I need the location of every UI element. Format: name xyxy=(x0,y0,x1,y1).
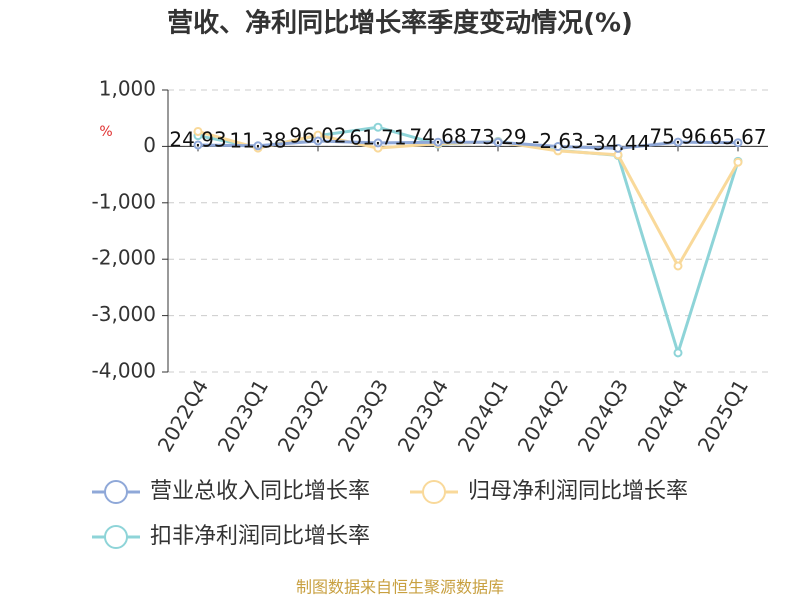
legend-label: 营业总收入同比增长率 xyxy=(150,479,370,504)
y-tick-label: -3,000 xyxy=(92,302,156,326)
data-label: 11.38 xyxy=(229,128,286,152)
y-unit: % xyxy=(99,124,112,140)
series-line xyxy=(197,125,740,358)
data-point xyxy=(253,141,263,151)
source-note: 制图数据来自恒生聚源数据库 xyxy=(296,578,504,597)
data-point xyxy=(733,157,743,167)
data-point xyxy=(673,137,683,147)
series-line xyxy=(197,139,739,150)
data-label: 61.71 xyxy=(349,125,406,149)
data-label: 65.67 xyxy=(709,125,766,149)
data-label: 75.96 xyxy=(649,125,706,149)
x-tick-label: 2022Q4 xyxy=(153,375,213,456)
data-point xyxy=(193,140,203,150)
data-point xyxy=(493,137,503,147)
legend-marker xyxy=(422,480,446,504)
data-label: 73.29 xyxy=(469,125,526,149)
data-label: -2.63 xyxy=(532,129,584,153)
x-tick-label: 2024Q3 xyxy=(573,375,633,456)
x-tick-label: 2023Q3 xyxy=(333,375,393,456)
x-tick-label: 2023Q4 xyxy=(393,375,453,456)
y-tick-label: -4,000 xyxy=(92,359,156,383)
data-point xyxy=(673,348,683,358)
data-point xyxy=(613,143,623,153)
data-point xyxy=(433,137,443,147)
legend-label: 扣非净利润同比增长率 xyxy=(150,524,370,549)
x-tick-label: 2024Q4 xyxy=(633,375,693,456)
x-tick-label: 2024Q1 xyxy=(453,375,513,456)
y-tick-label: 0 xyxy=(143,133,156,157)
data-label: 96.02 xyxy=(289,123,346,147)
x-tick-label: 2024Q2 xyxy=(513,375,573,456)
data-point xyxy=(553,142,563,152)
y-tick-label: 1,000 xyxy=(99,77,156,101)
legend-marker xyxy=(104,480,128,504)
data-label: 74.68 xyxy=(409,125,466,149)
data-point xyxy=(673,261,683,271)
data-point xyxy=(373,138,383,148)
data-point xyxy=(313,136,323,146)
legend-label: 归母净利润同比增长率 xyxy=(468,479,688,504)
data-label: -34.44 xyxy=(586,131,650,155)
data-point xyxy=(193,126,203,136)
y-tick-label: -2,000 xyxy=(92,246,156,270)
legend-marker xyxy=(104,525,128,549)
chart-title: 营收、净利同比增长率季度变动情况(%) xyxy=(167,8,633,39)
x-tick-label: 2023Q2 xyxy=(273,375,333,456)
data-label: 24.93 xyxy=(169,127,226,151)
y-tick-label: -1,000 xyxy=(92,189,156,213)
x-tick-label: 2025Q1 xyxy=(693,375,753,456)
data-point xyxy=(733,138,743,148)
x-tick-label: 2023Q1 xyxy=(213,375,273,456)
data-point xyxy=(373,122,383,132)
